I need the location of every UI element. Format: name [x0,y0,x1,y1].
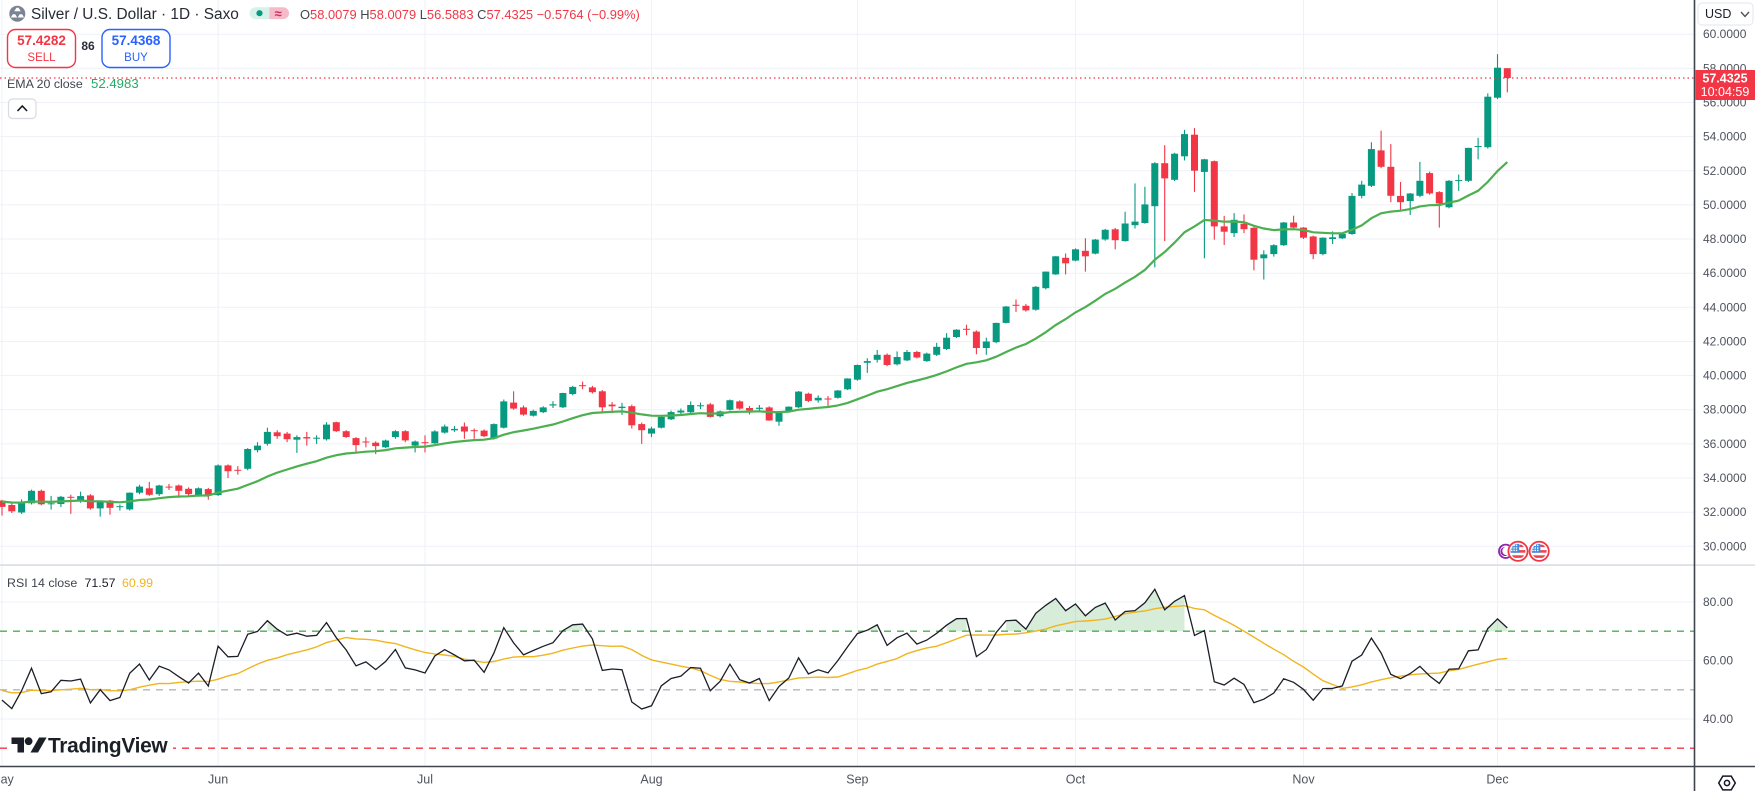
svg-text:Nov: Nov [1292,773,1315,787]
svg-text:52.0000: 52.0000 [1703,164,1747,178]
svg-text:≈: ≈ [275,6,282,21]
svg-text:38.0000: 38.0000 [1703,403,1747,417]
svg-text:EMA 20 close: EMA 20 close [7,77,83,91]
svg-text:BUY: BUY [124,52,148,64]
svg-text:48.0000: 48.0000 [1703,232,1747,246]
svg-text:80.00: 80.00 [1703,595,1733,609]
svg-text:34.0000: 34.0000 [1703,471,1747,485]
svg-text:TradingView: TradingView [48,735,168,758]
svg-text:RSI 14 close: RSI 14 close [7,576,77,590]
svg-text:71.57: 71.57 [85,576,116,590]
svg-text:60.0000: 60.0000 [1703,27,1747,41]
svg-text:40.00: 40.00 [1703,712,1733,726]
svg-text:Silver / U.S. Dollar · 1D · Sa: Silver / U.S. Dollar · 1D · Saxo [31,6,239,23]
svg-text:30.0000: 30.0000 [1703,539,1747,553]
svg-text:57.4325: 57.4325 [1702,72,1747,86]
svg-text:USD: USD [1705,7,1731,21]
svg-text:50.0000: 50.0000 [1703,198,1747,212]
svg-text:57.4282: 57.4282 [17,33,66,48]
svg-text:Jul: Jul [417,773,433,787]
svg-text:Sep: Sep [846,773,868,787]
svg-text:60.00: 60.00 [1703,654,1733,668]
svg-text:32.0000: 32.0000 [1703,505,1747,519]
svg-text:Aug: Aug [640,773,662,787]
svg-text:SELL: SELL [27,52,56,64]
svg-text:54.0000: 54.0000 [1703,130,1747,144]
svg-text:May: May [0,773,15,787]
svg-text:86: 86 [81,39,95,53]
svg-text:Oct: Oct [1066,773,1086,787]
svg-text:60.99: 60.99 [122,576,153,590]
svg-text:42.0000: 42.0000 [1703,335,1747,349]
svg-text:10:04:59: 10:04:59 [1701,85,1750,99]
svg-text:44.0000: 44.0000 [1703,300,1747,314]
svg-text:40.0000: 40.0000 [1703,369,1747,383]
svg-text:Dec: Dec [1486,773,1508,787]
svg-text:52.4983: 52.4983 [91,76,139,91]
svg-text:Jun: Jun [208,773,228,787]
svg-text:O58.0079 H58.0079 L56.5883 C57: O58.0079 H58.0079 L56.5883 C57.4325 −0.5… [300,7,640,22]
svg-text:57.4368: 57.4368 [112,33,161,48]
svg-text:46.0000: 46.0000 [1703,266,1747,280]
svg-text:36.0000: 36.0000 [1703,437,1747,451]
